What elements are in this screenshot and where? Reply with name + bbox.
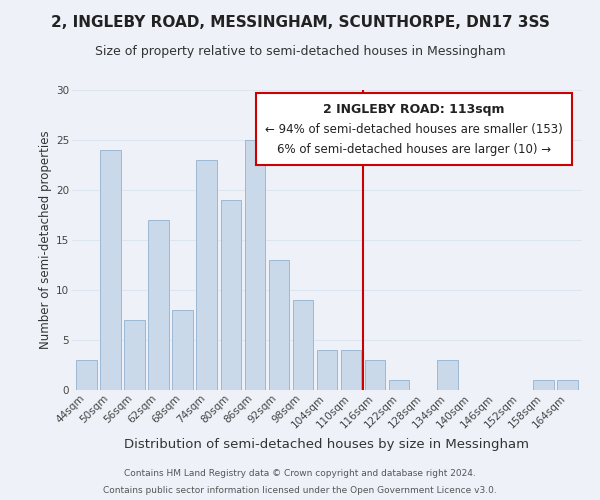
Text: 6% of semi-detached houses are larger (10) →: 6% of semi-detached houses are larger (1… [277, 142, 551, 156]
Bar [437, 360, 458, 390]
X-axis label: Distribution of semi-detached houses by size in Messingham: Distribution of semi-detached houses by … [125, 438, 530, 451]
Bar [341, 350, 361, 390]
FancyBboxPatch shape [256, 93, 572, 165]
Text: ← 94% of semi-detached houses are smaller (153): ← 94% of semi-detached houses are smalle… [265, 123, 563, 136]
Bar [557, 380, 578, 390]
Bar [172, 310, 193, 390]
Bar [124, 320, 145, 390]
Bar [148, 220, 169, 390]
Bar [269, 260, 289, 390]
Bar [533, 380, 554, 390]
Text: Size of property relative to semi-detached houses in Messingham: Size of property relative to semi-detach… [95, 45, 505, 58]
Text: 2 INGLEBY ROAD: 113sqm: 2 INGLEBY ROAD: 113sqm [323, 104, 505, 117]
Bar [245, 140, 265, 390]
Bar [221, 200, 241, 390]
Text: Contains public sector information licensed under the Open Government Licence v3: Contains public sector information licen… [103, 486, 497, 495]
Bar [293, 300, 313, 390]
Bar [100, 150, 121, 390]
Bar [389, 380, 409, 390]
Y-axis label: Number of semi-detached properties: Number of semi-detached properties [39, 130, 52, 350]
Bar [317, 350, 337, 390]
Bar [196, 160, 217, 390]
Text: 2, INGLEBY ROAD, MESSINGHAM, SCUNTHORPE, DN17 3SS: 2, INGLEBY ROAD, MESSINGHAM, SCUNTHORPE,… [50, 15, 550, 30]
Bar [76, 360, 97, 390]
Bar [365, 360, 385, 390]
Text: Contains HM Land Registry data © Crown copyright and database right 2024.: Contains HM Land Registry data © Crown c… [124, 468, 476, 477]
